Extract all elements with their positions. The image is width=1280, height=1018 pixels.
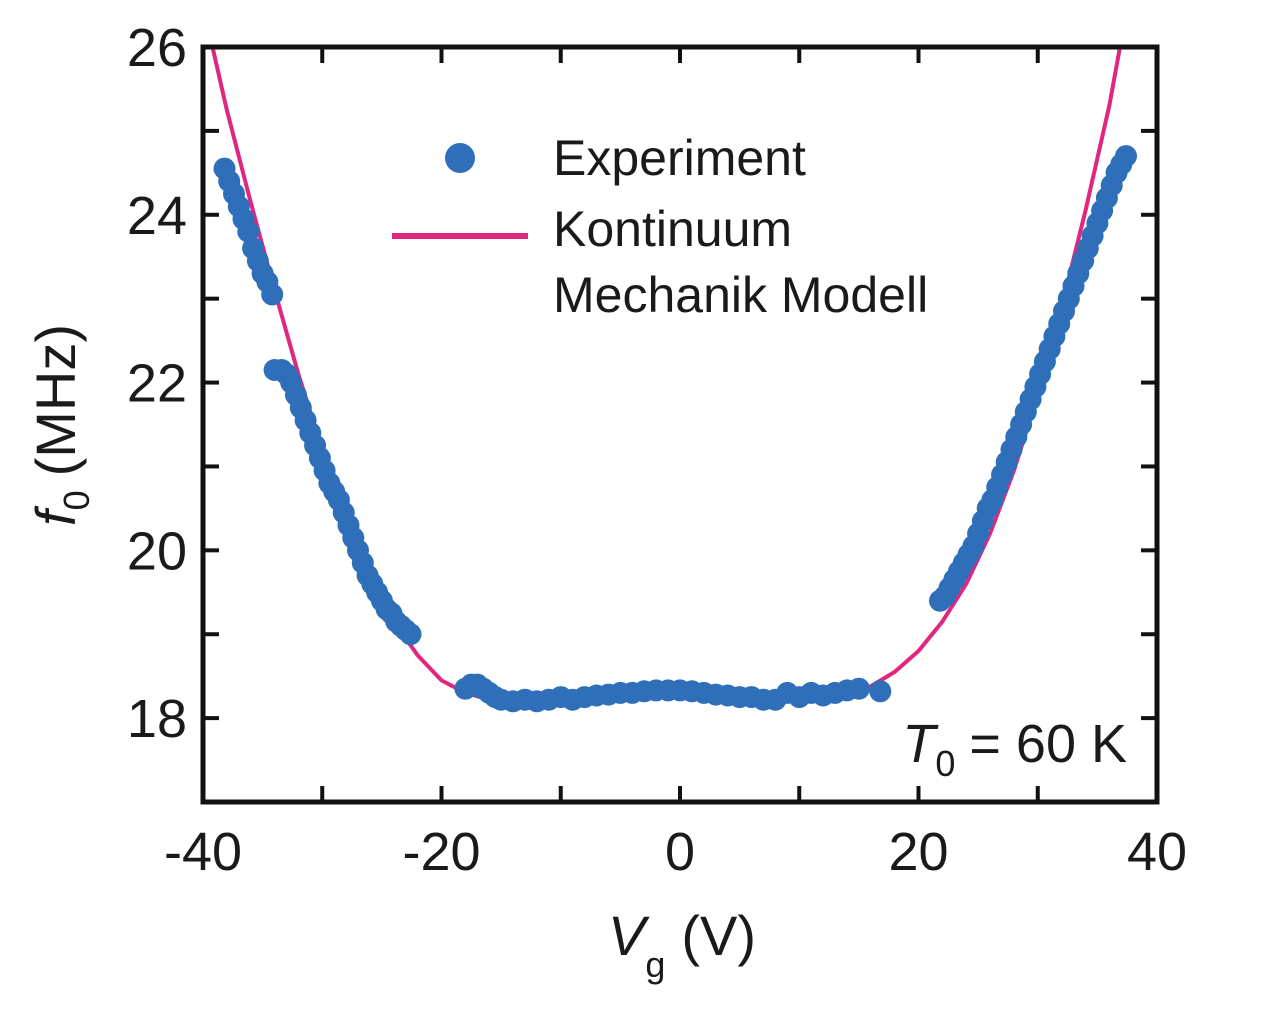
- x-tick-label: 40: [1127, 822, 1187, 882]
- x-tick-label: 0: [665, 822, 695, 882]
- experiment-point: [237, 220, 260, 243]
- legend-label-model-line1: Kontinuum: [553, 201, 792, 257]
- experiment-point: [261, 283, 284, 306]
- y-axis-title: f0(MHz): [24, 324, 97, 526]
- x-axis-symbol: V: [608, 904, 650, 967]
- x-tick-label: 20: [888, 822, 948, 882]
- experiment-point: [847, 677, 870, 700]
- y-tick-label: 18: [127, 689, 187, 749]
- y-axis-unit: (MHz): [24, 324, 87, 476]
- experiment-point: [399, 623, 422, 646]
- axis-ticks: -40 -20 0 20 40 18 20 22 24 26: [127, 18, 1187, 882]
- x-axis-subscript: g: [645, 944, 665, 985]
- experiment-point: [1115, 145, 1137, 168]
- x-axis-title: Vg (V): [608, 904, 756, 985]
- y-tick-label: 22: [127, 354, 187, 414]
- legend-marker-experiment: [445, 143, 475, 173]
- annotation-symbol: T: [902, 714, 939, 774]
- y-tick-label: 20: [127, 521, 187, 581]
- legend-label-experiment: Experiment: [553, 130, 806, 186]
- temperature-annotation: T0 = 60 K: [902, 714, 1127, 784]
- annotation-subscript: 0: [935, 743, 955, 784]
- x-axis-unit: (V): [681, 904, 756, 967]
- annotation-text: = 60 K: [969, 714, 1127, 774]
- experiment-point: [869, 680, 892, 703]
- y-tick-label: 26: [127, 18, 187, 78]
- y-tick-label: 24: [127, 186, 187, 246]
- x-tick-label: -40: [164, 822, 242, 882]
- experiment-points-layer: [213, 145, 1137, 713]
- legend-label-model-line2: Mechanik Modell: [553, 267, 928, 323]
- legend: Experiment Kontinuum Mechanik Modell: [392, 130, 928, 323]
- x-tick-label: -20: [402, 822, 480, 882]
- y-axis-subscript: 0: [56, 490, 97, 510]
